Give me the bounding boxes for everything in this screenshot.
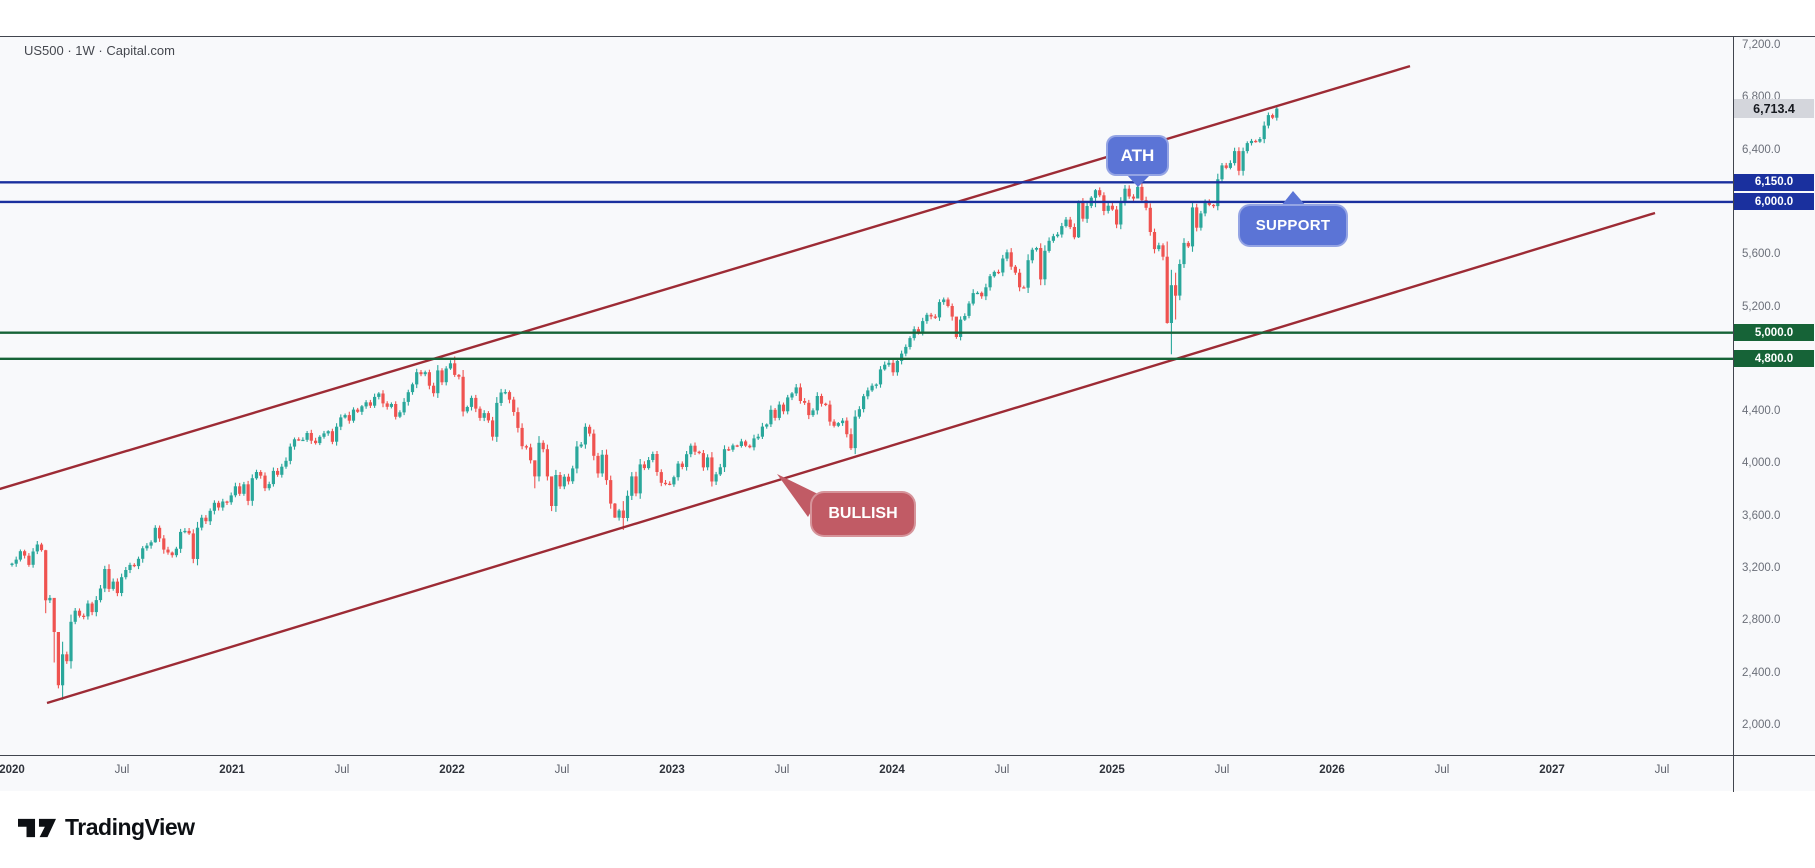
callout-ath-label: ATH: [1120, 145, 1155, 165]
x-axis-year-label: 2022: [439, 764, 465, 776]
price-level-label: 6,150.0: [1734, 173, 1814, 191]
x-axis-month-label: Jul: [554, 764, 570, 776]
price-level-label: 4,800.0: [1734, 350, 1814, 368]
symbol-title[interactable]: US500 · 1W · Capital.com: [24, 43, 175, 58]
x-axis-month-label: Jul: [1434, 764, 1450, 776]
tradingview-logo[interactable]: TradingView: [18, 814, 195, 841]
price-level-label: 6,000.0: [1734, 193, 1814, 211]
y-axis-tick-label: 2,400.0: [1742, 666, 1781, 679]
pane-borders: [0, 36, 1815, 792]
callout-support-label: SUPPORT: [1255, 217, 1331, 234]
x-axis-year-label: 2023: [659, 764, 685, 776]
last-price-label: 6,713.4: [1734, 99, 1814, 119]
callout-support[interactable]: SUPPORT: [1238, 204, 1348, 247]
x-axis-month-label: Jul: [994, 764, 1010, 776]
y-axis-tick-label: 2,800.0: [1742, 614, 1781, 627]
x-axis-year-label: 2026: [1319, 764, 1345, 776]
x-axis-month-label: Jul: [1214, 764, 1230, 776]
y-axis-tick-label: 4,000.0: [1742, 457, 1781, 470]
chart-background: [0, 36, 1815, 791]
x-axis-month-label: Jul: [334, 764, 350, 776]
price-axis[interactable]: 7,200.06,800.06,400.06,000.05,600.05,200…: [1733, 36, 1815, 792]
y-axis-tick-label: 2,000.0: [1742, 719, 1781, 731]
tradingview-logo-icon: [18, 818, 56, 837]
x-axis-year-label: 2020: [0, 764, 25, 776]
trend-channel[interactable]: [0, 64, 1656, 705]
y-axis-tick-label: 5,600.0: [1742, 248, 1781, 261]
candles: [10, 105, 1279, 700]
callout-ath[interactable]: ATH: [1106, 135, 1169, 176]
y-axis-tick-label: 3,200.0: [1742, 562, 1781, 575]
price-level-label: 5,000.0: [1734, 324, 1814, 342]
x-axis-month-label: Jul: [1654, 764, 1670, 776]
x-axis-year-label: 2021: [219, 764, 245, 776]
horizontal-level-lines[interactable]: [0, 181, 1733, 360]
y-axis-tick-label: 6,400.0: [1742, 143, 1781, 156]
y-axis-tick-label: 3,600.0: [1742, 509, 1781, 522]
x-axis-year-label: 2025: [1099, 764, 1125, 776]
x-axis-year-label: 2027: [1539, 764, 1565, 776]
callout-tails: [777, 175, 1306, 517]
x-axis-month-label: Jul: [774, 764, 790, 776]
tradingview-brand-text: TradingView: [65, 814, 195, 840]
time-axis[interactable]: 2020 Jul 2021 Jul 2022 Jul 2023 Jul 2024 Jul 2025 J…: [0, 755, 1733, 792]
callout-bullish-label: BULLISH: [828, 505, 898, 522]
x-axis-month-label: Jul: [114, 764, 130, 776]
y-axis-tick-label: 7,200.0: [1742, 39, 1781, 51]
y-axis-tick-label: 5,200.0: [1742, 300, 1781, 313]
x-axis-year-label: 2024: [879, 764, 905, 776]
callout-bullish[interactable]: BULLISH: [810, 491, 916, 537]
y-axis-tick-label: 4,400.0: [1742, 405, 1781, 418]
